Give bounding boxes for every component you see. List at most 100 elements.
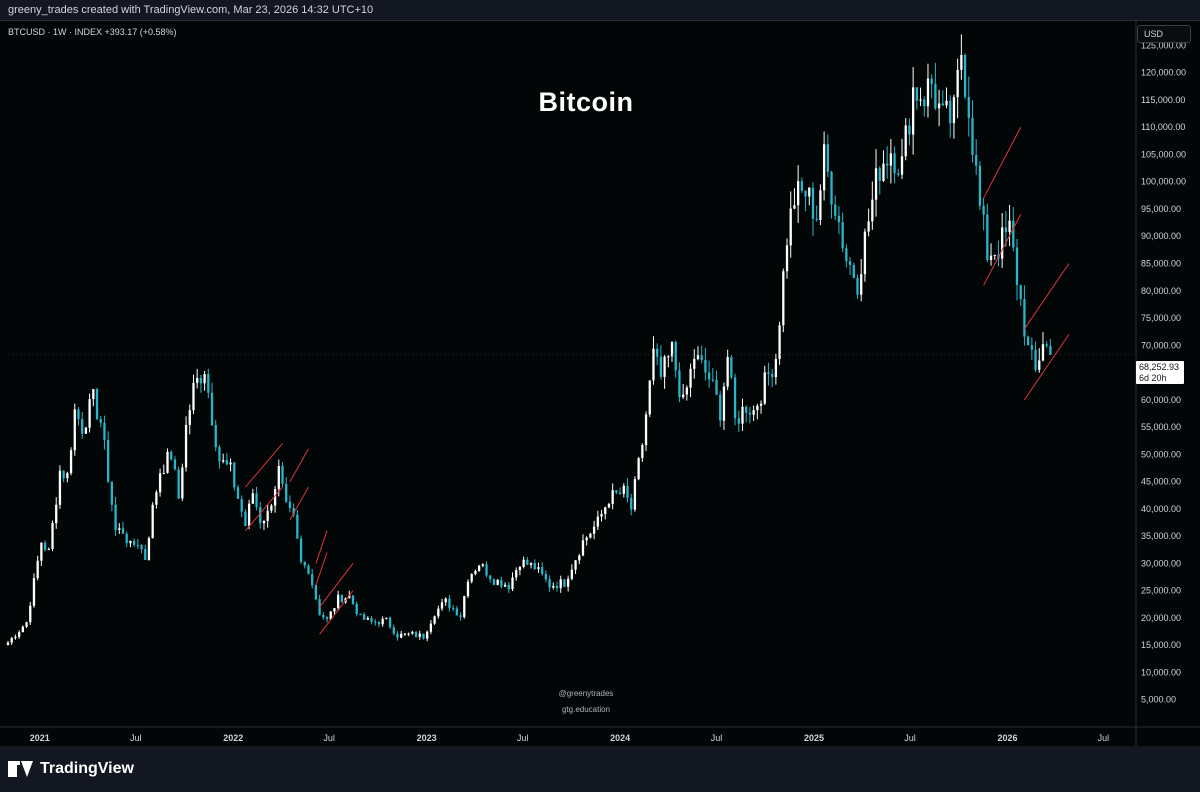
candle-body <box>244 511 247 527</box>
candle-body <box>600 513 603 517</box>
symbol-info[interactable]: BTCUSD · 1W · INDEX +393.17 (+0.58%) <box>8 27 177 37</box>
candle-body <box>707 372 711 380</box>
last-price-value: 68,252.93 <box>1139 362 1180 372</box>
time-tick-label: 2026 <box>997 733 1017 743</box>
candle-body <box>570 569 574 579</box>
candle-body <box>414 631 418 637</box>
candlestick-chart[interactable]: 5,000.00 10,000.00 15,000.00 20,000.00 25,00… <box>0 21 1200 747</box>
candle-body <box>218 447 221 462</box>
candle-body <box>960 54 963 70</box>
candle-body <box>489 575 492 580</box>
candle-body <box>14 636 17 639</box>
candle-body <box>622 485 625 494</box>
candle-body <box>299 538 303 562</box>
tradingview-logo-icon <box>8 761 34 777</box>
price-tick-label: 100,000.00 <box>1141 177 1186 187</box>
chart-attribution-bar: greeny_trades created with TradingView.c… <box>0 0 1200 20</box>
candle-body <box>975 154 978 166</box>
candle-body <box>719 394 722 421</box>
candle-body <box>36 560 39 579</box>
candle-body <box>199 377 203 384</box>
candle-body <box>581 540 585 556</box>
price-tick-label: 20,000.00 <box>1141 613 1181 623</box>
price-tick-label: 85,000.00 <box>1141 258 1181 268</box>
time-tick-label: Jul <box>1098 733 1110 743</box>
candle-body <box>811 187 815 219</box>
candle-body <box>652 348 655 381</box>
candle-body <box>596 516 599 527</box>
candle-body <box>95 389 99 420</box>
candle-body <box>733 377 737 419</box>
candle-body <box>270 505 273 511</box>
candle-body <box>656 348 659 357</box>
candle-body <box>726 357 729 387</box>
channel-line-lower <box>289 486 309 521</box>
candle-body <box>366 618 369 620</box>
candle-body <box>433 616 436 624</box>
candle-body <box>485 564 488 576</box>
channel-line-lower <box>983 214 1022 286</box>
candle-body <box>396 633 399 638</box>
candle-body <box>147 538 151 560</box>
candle-body <box>155 492 158 505</box>
candle-body <box>633 479 637 510</box>
candle-body <box>466 581 470 597</box>
price-tick-label: 120,000.00 <box>1141 68 1186 78</box>
candle-body <box>904 125 907 157</box>
candle-body <box>355 603 358 615</box>
currency-selector[interactable]: USD <box>1137 25 1191 43</box>
watermark-handle: @greenytrades <box>558 689 614 698</box>
price-tick-label: 25,000.00 <box>1141 586 1181 596</box>
candle-body <box>615 490 618 493</box>
price-tick-label: 105,000.00 <box>1141 149 1186 159</box>
candle-body <box>937 103 941 109</box>
candle-body <box>607 504 611 508</box>
candle-body <box>125 533 128 544</box>
candle-body <box>667 356 670 358</box>
tradingview-logo[interactable]: TradingView <box>8 760 134 778</box>
candle-body <box>630 497 633 510</box>
candle-body <box>233 462 236 488</box>
time-tick-label: 2025 <box>804 733 824 743</box>
candle-body <box>99 419 102 423</box>
candle-body <box>429 623 433 632</box>
price-tick-label: 95,000.00 <box>1141 204 1181 214</box>
candle-body <box>362 614 366 620</box>
candle-body <box>177 469 180 499</box>
time-tick-label: 2023 <box>417 733 437 743</box>
price-tick-label: 45,000.00 <box>1141 477 1181 487</box>
candle-body <box>32 578 36 606</box>
candle-body <box>555 585 559 589</box>
candle-body <box>837 215 841 223</box>
candle-body <box>626 485 629 498</box>
candle-body <box>785 245 789 272</box>
candle-body <box>541 567 544 574</box>
candle-body <box>871 199 874 222</box>
candle-body <box>526 559 529 565</box>
candle-body <box>1019 285 1022 300</box>
candle-body <box>188 410 191 425</box>
chart-panel[interactable]: 5,000.00 10,000.00 15,000.00 20,000.00 25,00… <box>0 20 1200 747</box>
candle-body <box>919 99 922 101</box>
candle-body <box>1015 247 1019 286</box>
candle-body <box>55 504 58 524</box>
candle-body <box>1012 220 1015 248</box>
price-tick-label: 35,000.00 <box>1141 531 1181 541</box>
candle-body <box>403 633 407 635</box>
candle-body <box>863 231 867 275</box>
candle-body <box>893 153 896 174</box>
candle-body <box>288 501 292 508</box>
candle-body <box>503 584 507 587</box>
candle-body <box>388 617 392 628</box>
candle-body <box>151 504 154 539</box>
candle-body <box>585 537 588 541</box>
candle-body <box>644 414 648 446</box>
candle-countdown: 6d 20h <box>1139 373 1167 383</box>
candle-body <box>889 153 893 166</box>
candle-body <box>1038 360 1041 370</box>
channel-line-upper <box>315 530 328 564</box>
candle-body <box>793 205 796 209</box>
candle-body <box>1001 227 1004 259</box>
candle-body <box>470 574 473 582</box>
candle-body <box>663 356 666 377</box>
